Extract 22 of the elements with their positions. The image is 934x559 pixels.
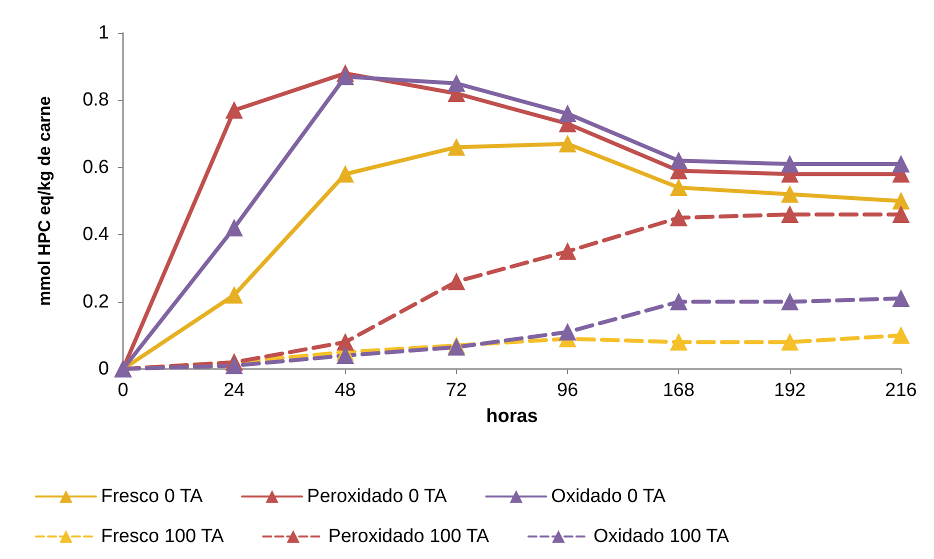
x-tick-label: 48 xyxy=(334,380,356,401)
legend-label: Peroxidado 0 TA xyxy=(307,486,448,507)
legend-label: Peroxidado 100 TA xyxy=(328,526,490,547)
legend-label: Oxidado 0 TA xyxy=(551,486,666,507)
x-tick-label: 168 xyxy=(662,380,695,401)
y-tick-label: 0.2 xyxy=(82,291,109,312)
y-tick-label: 0.8 xyxy=(82,90,109,111)
legend-label: Oxidado 100 TA xyxy=(593,526,730,547)
x-axis-title: horas xyxy=(486,406,538,427)
y-tick-label: 0.6 xyxy=(82,156,109,178)
legend-label: Fresco 0 TA xyxy=(101,486,204,507)
x-tick-label: 216 xyxy=(885,380,917,401)
y-tick-label: 0 xyxy=(98,358,109,380)
x-tick-label: 72 xyxy=(446,380,467,401)
x-tick-label: 192 xyxy=(774,380,806,401)
x-tick-label: 96 xyxy=(557,380,578,401)
legend-label: Fresco 100 TA xyxy=(101,526,224,547)
y-tick-label: 1 xyxy=(98,22,109,44)
y-tick-label: 0.4 xyxy=(82,224,110,246)
y-axis-title: mmol HPC eq/kg de carne xyxy=(35,96,54,306)
x-tick-label: 0 xyxy=(118,380,128,401)
x-tick-label: 24 xyxy=(224,380,246,401)
